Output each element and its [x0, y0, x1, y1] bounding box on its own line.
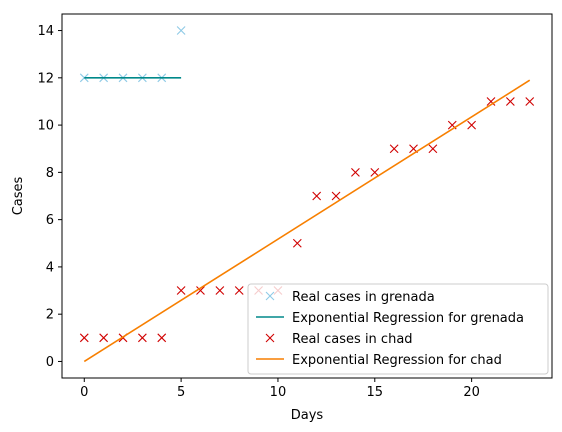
- data-point: [137, 333, 147, 343]
- data-point: [351, 167, 360, 177]
- data-point: [292, 238, 302, 248]
- y-tick-label: 4: [46, 260, 54, 275]
- data-point: [389, 144, 399, 154]
- series-layer: [79, 26, 535, 363]
- x-tick-label: 15: [367, 385, 384, 400]
- data-point: [157, 333, 167, 343]
- data-point: [234, 286, 244, 295]
- data-point: [176, 286, 186, 295]
- data-point: [99, 333, 109, 343]
- legend-label: Exponential Regression for grenada: [292, 311, 524, 326]
- marker-stroke: [331, 191, 341, 201]
- marker-stroke: [447, 120, 457, 130]
- marker-stroke: [79, 333, 89, 343]
- data-point: [176, 26, 186, 35]
- y-tick-label: 2: [46, 308, 54, 323]
- marker-stroke: [505, 97, 515, 106]
- legend-label: Real cases in grenada: [292, 290, 435, 305]
- data-point: [79, 333, 89, 343]
- data-point: [525, 97, 535, 106]
- marker-stroke: [265, 333, 275, 343]
- y-tick-label: 0: [46, 355, 54, 370]
- legend-item: Exponential Regression for grenada: [256, 311, 524, 326]
- marker-stroke: [176, 286, 186, 295]
- legend-item: Real cases in chad: [265, 332, 413, 347]
- marker-stroke: [215, 286, 225, 295]
- y-tick-label: 8: [46, 166, 54, 181]
- marker-stroke: [312, 191, 322, 201]
- x-tick-label: 5: [177, 385, 185, 400]
- data-point: [312, 191, 322, 201]
- marker-stroke: [486, 97, 496, 106]
- x-axis-label: Days: [291, 408, 324, 423]
- x-axis-ticks: 0 5 10 15 20: [80, 378, 480, 400]
- legend: Real cases in grenada Exponential Regress…: [247, 283, 549, 375]
- marker-stroke: [292, 238, 302, 248]
- marker-stroke: [137, 333, 147, 343]
- y-tick-label: 12: [37, 71, 54, 86]
- marker-stroke: [525, 97, 535, 106]
- marker-stroke: [176, 26, 186, 35]
- series-3: [83, 79, 531, 363]
- legend-box: [247, 283, 549, 375]
- marker-stroke: [99, 333, 109, 343]
- plot-frame: [61, 13, 553, 379]
- marker-stroke: [467, 120, 477, 130]
- x-tick-label: 20: [463, 385, 480, 400]
- legend-item: Exponential Regression for chad: [256, 353, 502, 368]
- data-point: [505, 97, 515, 106]
- data-point: [196, 286, 205, 295]
- x-tick-label: 10: [270, 385, 287, 400]
- marker-stroke: [234, 286, 244, 295]
- legend-label: Exponential Regression for chad: [292, 353, 502, 368]
- y-axis-label: Cases: [11, 176, 26, 215]
- y-axis-ticks: 0 2 4 6 8 10 12 14: [37, 24, 62, 370]
- y-tick-label: 6: [46, 213, 54, 228]
- marker-stroke: [157, 333, 167, 343]
- data-point: [370, 167, 380, 177]
- marker-stroke: [428, 144, 438, 154]
- data-point: [331, 191, 341, 201]
- marker-stroke: [389, 144, 399, 154]
- legend-marker-swatch: [265, 333, 275, 343]
- x-tick-label: 0: [80, 385, 88, 400]
- series-line: [83, 79, 531, 363]
- data-point: [428, 144, 438, 154]
- marker-stroke: [409, 144, 418, 154]
- legend-item: Real cases in grenada: [265, 290, 435, 305]
- y-tick-label: 10: [37, 119, 54, 134]
- marker-stroke: [351, 167, 360, 177]
- data-point: [486, 97, 496, 106]
- marker-stroke: [196, 286, 205, 295]
- marker-stroke: [265, 291, 275, 301]
- legend-marker-swatch: [265, 291, 275, 301]
- data-point: [467, 120, 477, 130]
- y-tick-label: 14: [37, 24, 54, 39]
- marker-stroke: [370, 167, 380, 177]
- data-point: [215, 286, 225, 295]
- legend-label: Real cases in chad: [292, 332, 413, 347]
